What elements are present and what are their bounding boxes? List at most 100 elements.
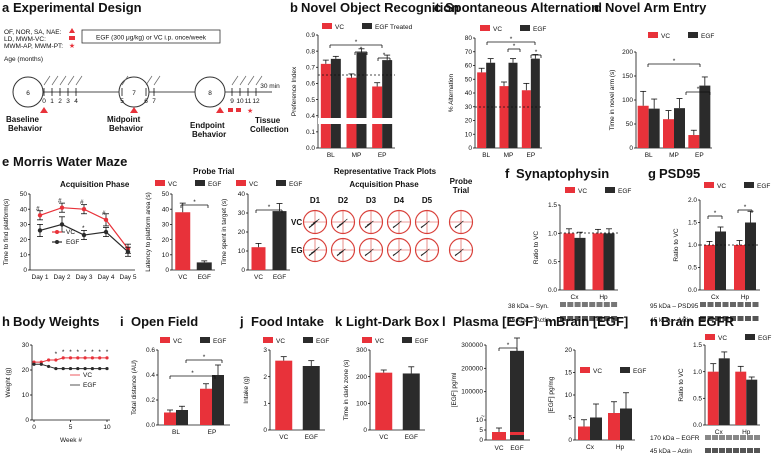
chart-m-ytick-label: 15 bbox=[565, 370, 573, 377]
chart-b-ytick-label: 0.0 bbox=[306, 145, 315, 152]
track-plot-path bbox=[308, 246, 320, 257]
chart-j-legend-label-0: VC bbox=[276, 338, 285, 345]
chart-e_lat-legend-swatch-0 bbox=[155, 180, 165, 186]
chart-e-acq-point-VC-1 bbox=[59, 205, 65, 210]
chart-e-acq-ylabel: Time to find platform(s) bbox=[3, 199, 10, 266]
track-plot-path bbox=[336, 248, 346, 257]
timeline-tick-label: 12 bbox=[252, 98, 260, 105]
blot-n-label-2: 45 kDa – Actin bbox=[650, 448, 692, 455]
chart-e-acq-hash: # bbox=[58, 198, 62, 205]
chart-g-legend-label-1: EGF bbox=[757, 183, 770, 190]
stage-square-icon bbox=[228, 108, 233, 112]
chart-h-ytick-label: 30 bbox=[22, 342, 30, 349]
chart-h-point-EGF-6 bbox=[76, 366, 80, 371]
chart-g-bar-VC-Hp bbox=[734, 245, 745, 290]
chart-d-xtick-label: MP bbox=[669, 152, 679, 159]
chart-c-ytick-label: 30 bbox=[465, 104, 473, 111]
chart-k-bar-VC bbox=[375, 372, 393, 430]
chart-e-acq-hash: # bbox=[80, 199, 84, 206]
chart-b-ep-sig-star: * bbox=[383, 52, 386, 59]
track-row-label: VC bbox=[291, 218, 302, 227]
chart-e_lat-legend-label-1: EGF bbox=[208, 181, 221, 188]
injection-syringe-icon bbox=[247, 75, 255, 86]
chart-e_tgt-bar-EGF bbox=[272, 211, 287, 270]
chart-c-bar-VC-EP bbox=[521, 90, 531, 148]
injection-syringe-icon bbox=[75, 75, 83, 86]
track-day-label: D1 bbox=[310, 196, 321, 205]
track-day-label: D4 bbox=[394, 196, 405, 205]
chart-d-legend-swatch-0 bbox=[648, 32, 658, 38]
chart-d-xtick-label: EP bbox=[695, 152, 704, 159]
blot-f-band-syn bbox=[581, 302, 588, 307]
chart-h-point-EGF-10 bbox=[105, 366, 109, 371]
blot-n-band-egfr bbox=[733, 435, 739, 440]
chart-j-bar-VC bbox=[275, 360, 293, 430]
chart-e-acq-xtick-label: Day 2 bbox=[54, 274, 71, 281]
chart-d-bar-EGF-BL bbox=[648, 108, 660, 148]
chart-n-xtick-label: Hp bbox=[742, 429, 751, 436]
stage-label: Collection bbox=[250, 125, 289, 134]
injection-syringe-icon bbox=[145, 75, 153, 86]
chart-e-acq-star: * bbox=[82, 225, 85, 232]
chart-d-bar-VC-EP bbox=[688, 135, 700, 148]
probe-trial-title: Probe Trial bbox=[193, 167, 234, 176]
chart-b-bar-EGF Treated-BL bbox=[330, 58, 341, 148]
blot-f-band-syn bbox=[567, 302, 574, 307]
panel-letter-a: a bbox=[2, 0, 10, 15]
panel-letter-g: g bbox=[648, 166, 656, 181]
track-day-label: D5 bbox=[422, 196, 433, 205]
chart-l-ytick-label: 200000 bbox=[461, 365, 483, 372]
injection-syringe-icon bbox=[153, 75, 161, 86]
chart-e-acq-ytick-label: 20 bbox=[20, 237, 28, 244]
chart-h-point-VC-3 bbox=[54, 358, 58, 362]
chart-c-ep-sig-star: * bbox=[535, 49, 538, 56]
injection-syringe-icon bbox=[121, 75, 129, 86]
chart-g-legend-swatch-0 bbox=[704, 182, 714, 188]
chart-b-bar-EGF Treated-MP bbox=[356, 52, 367, 149]
blot-f-band-actin bbox=[560, 316, 566, 321]
blot-g-band-psd95 bbox=[730, 302, 736, 307]
blot-g-band-actin bbox=[715, 316, 721, 321]
chart-k-legend-swatch-0 bbox=[362, 337, 372, 343]
timeline-tick-label: 10 bbox=[236, 98, 244, 105]
panel-title-e: Morris Water Maze bbox=[13, 154, 127, 169]
chart-g-bar-EGF-Cx bbox=[715, 231, 726, 290]
chart-c-xtick-label: EP bbox=[526, 152, 535, 159]
panel-letter-h: h bbox=[2, 314, 10, 329]
chart-g-ytick-label: 0.5 bbox=[688, 265, 697, 272]
timeline-tick-label: 3 bbox=[66, 98, 70, 105]
injection-syringe-icon bbox=[43, 75, 51, 86]
chart-d-ytick-label: 100 bbox=[622, 97, 633, 104]
stage-triangle-icon bbox=[130, 107, 138, 113]
blot-n-band-actin bbox=[740, 448, 746, 453]
chart-i-egf-sig-star: * bbox=[203, 354, 206, 361]
blot-f-band-actin bbox=[581, 316, 588, 321]
chart-m-ylabel: [EGF] pg/mg bbox=[548, 376, 555, 413]
blot-g-band-psd95 bbox=[745, 302, 751, 307]
blot-f-band-syn bbox=[560, 302, 566, 307]
panel-letter-f: f bbox=[505, 166, 510, 181]
chart-e-acq-xtick-label: Day 5 bbox=[120, 274, 137, 281]
panel-letter-c: c bbox=[434, 0, 441, 15]
chart-e-acq-point-VC-3 bbox=[103, 217, 109, 223]
chart-e-acq-point-VC-0 bbox=[37, 213, 43, 218]
chart-j-ylabel: Intake (g) bbox=[243, 376, 250, 403]
panel-title-j: Food Intake bbox=[251, 314, 324, 329]
age-circle-label: 7 bbox=[132, 90, 136, 97]
treatment-box bbox=[81, 29, 221, 44]
chart-h-point-EGF-0 bbox=[32, 362, 36, 366]
chart-e_lat-legend-swatch-1 bbox=[195, 180, 205, 186]
chart-l-ytick-label: 100000 bbox=[461, 389, 483, 396]
chart-f-bar-VC-Cx bbox=[563, 233, 575, 290]
chart-j-bar-EGF bbox=[302, 366, 320, 430]
chart-h-star: * bbox=[77, 349, 80, 356]
chart-e_lat-bar-VC bbox=[175, 212, 191, 270]
blot-f-band-syn bbox=[596, 302, 603, 307]
age-circle bbox=[194, 76, 226, 108]
chart-h-legend-label: VC bbox=[83, 372, 92, 379]
chart-f-legend-swatch-0 bbox=[565, 187, 575, 193]
chart-e_lat-ytick-label: 10 bbox=[162, 252, 170, 259]
chart-e-acq-ytick-label: 0 bbox=[23, 267, 27, 274]
chart-b-ytick-label: 0.1 bbox=[306, 129, 315, 136]
chart-e_lat-ytick-label: 0 bbox=[165, 267, 169, 274]
